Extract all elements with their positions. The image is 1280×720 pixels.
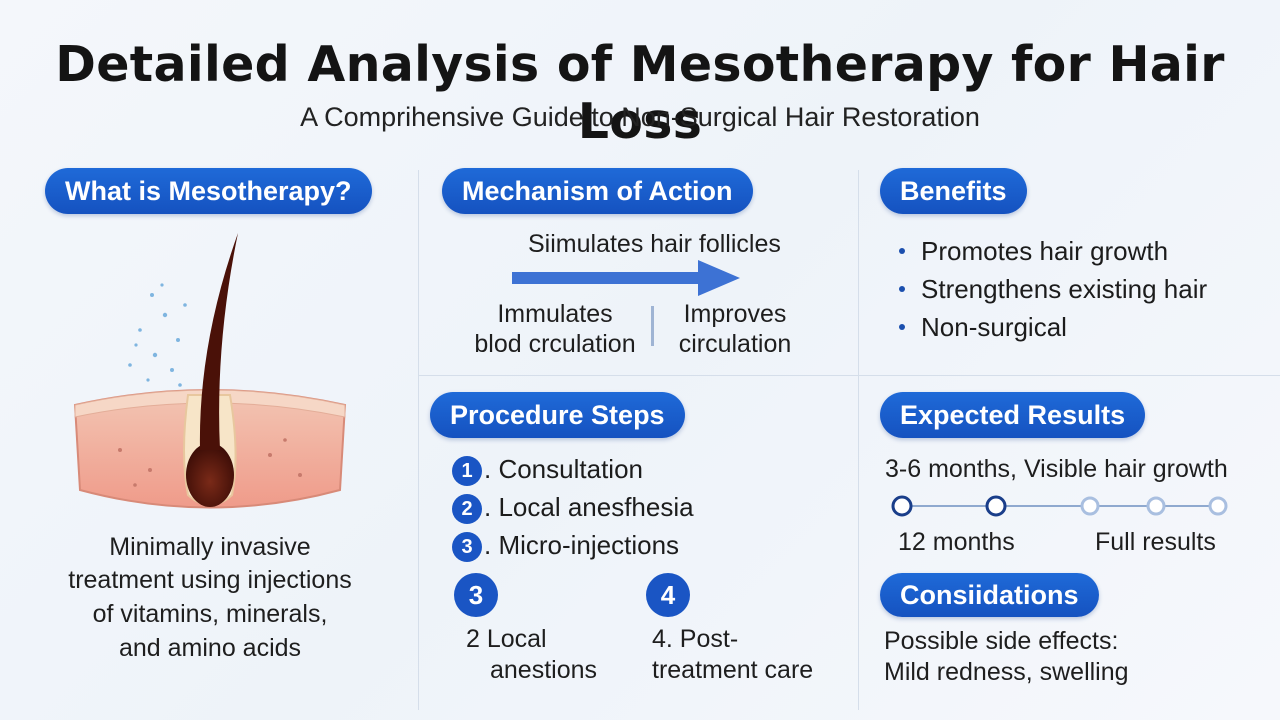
procedure-extra-line: treatment care (652, 656, 814, 684)
mechanism-arrow-label: Siimulates hair follicles (528, 230, 781, 258)
benefits-heading: Benefits (880, 168, 1027, 214)
procedure-step: 3. Micro-injections (452, 526, 694, 564)
benefits-list: Promotes hair growth Strengthens existin… (895, 232, 1207, 346)
procedure-extra-line: anestions (490, 656, 598, 684)
page-subtitle: A Comprihensive Guide to Non-Surgical Ha… (300, 102, 980, 132)
procedure-step: 1. Consultation (452, 450, 694, 488)
what-is-line-3: of vitamins, minerals, (92, 600, 328, 628)
timeline-right-label: Full results (1095, 528, 1216, 556)
procedure-extra-line: 4. Post- (652, 625, 739, 653)
mechanism-right-line-2: circulation (678, 330, 792, 358)
divider-right (858, 170, 859, 710)
step-number-badge: 3 (452, 532, 482, 563)
divider-left (418, 170, 419, 710)
mechanism-arrow (512, 260, 740, 296)
mechanism-heading: Mechanism of Action (442, 168, 753, 214)
mechanism-left-line-1: Immulates (497, 300, 613, 328)
timeline-left-label: 12 months (898, 528, 1015, 556)
mechanism-separator (651, 306, 654, 346)
procedure-steps-list: 1. Consultation 2. Local anesfhesia 3. M… (452, 450, 694, 564)
bullet-icon (899, 286, 905, 293)
what-is-heading: What is Mesotherapy? (45, 168, 372, 214)
what-is-line-1: Minimally invasive (109, 533, 311, 561)
benefit-item: Non-surgical (895, 308, 1207, 346)
page-title: Detailed Analysis of Mesotherapy for Hai… (55, 36, 1225, 150)
hair-follicle-illustration (73, 233, 347, 509)
benefit-item: Promotes hair growth (895, 232, 1207, 270)
considerations-line-2: Mild redness, swelling (884, 658, 1129, 686)
benefit-item: Strengthens existing hair (895, 270, 1207, 308)
procedure-extra-line: 2 Local (466, 625, 547, 653)
step-badge-large: 4 (646, 573, 690, 617)
considerations-heading: Consiidations (880, 573, 1099, 617)
step-number-badge: 2 (452, 494, 482, 525)
procedure-step: 2. Local anesfhesia (452, 488, 694, 526)
bullet-icon (899, 324, 905, 331)
what-is-line-4: and amino acids (118, 634, 302, 662)
results-line: 3-6 months, Visible hair growth (885, 455, 1228, 483)
mechanism-left-line-2: blod crculation (474, 330, 636, 358)
step-badge-large: 3 (454, 573, 498, 617)
mechanism-right-line-1: Improves (683, 300, 787, 328)
divider-middle (418, 375, 1280, 376)
results-timeline (891, 495, 1228, 517)
step-number-badge: 1 (452, 456, 482, 487)
considerations-line-1: Possible side effects: (884, 627, 1119, 655)
procedure-heading: Procedure Steps (430, 392, 685, 438)
bullet-icon (899, 248, 905, 255)
what-is-line-2: treatment using injections (68, 566, 352, 594)
results-heading: Expected Results (880, 392, 1146, 438)
